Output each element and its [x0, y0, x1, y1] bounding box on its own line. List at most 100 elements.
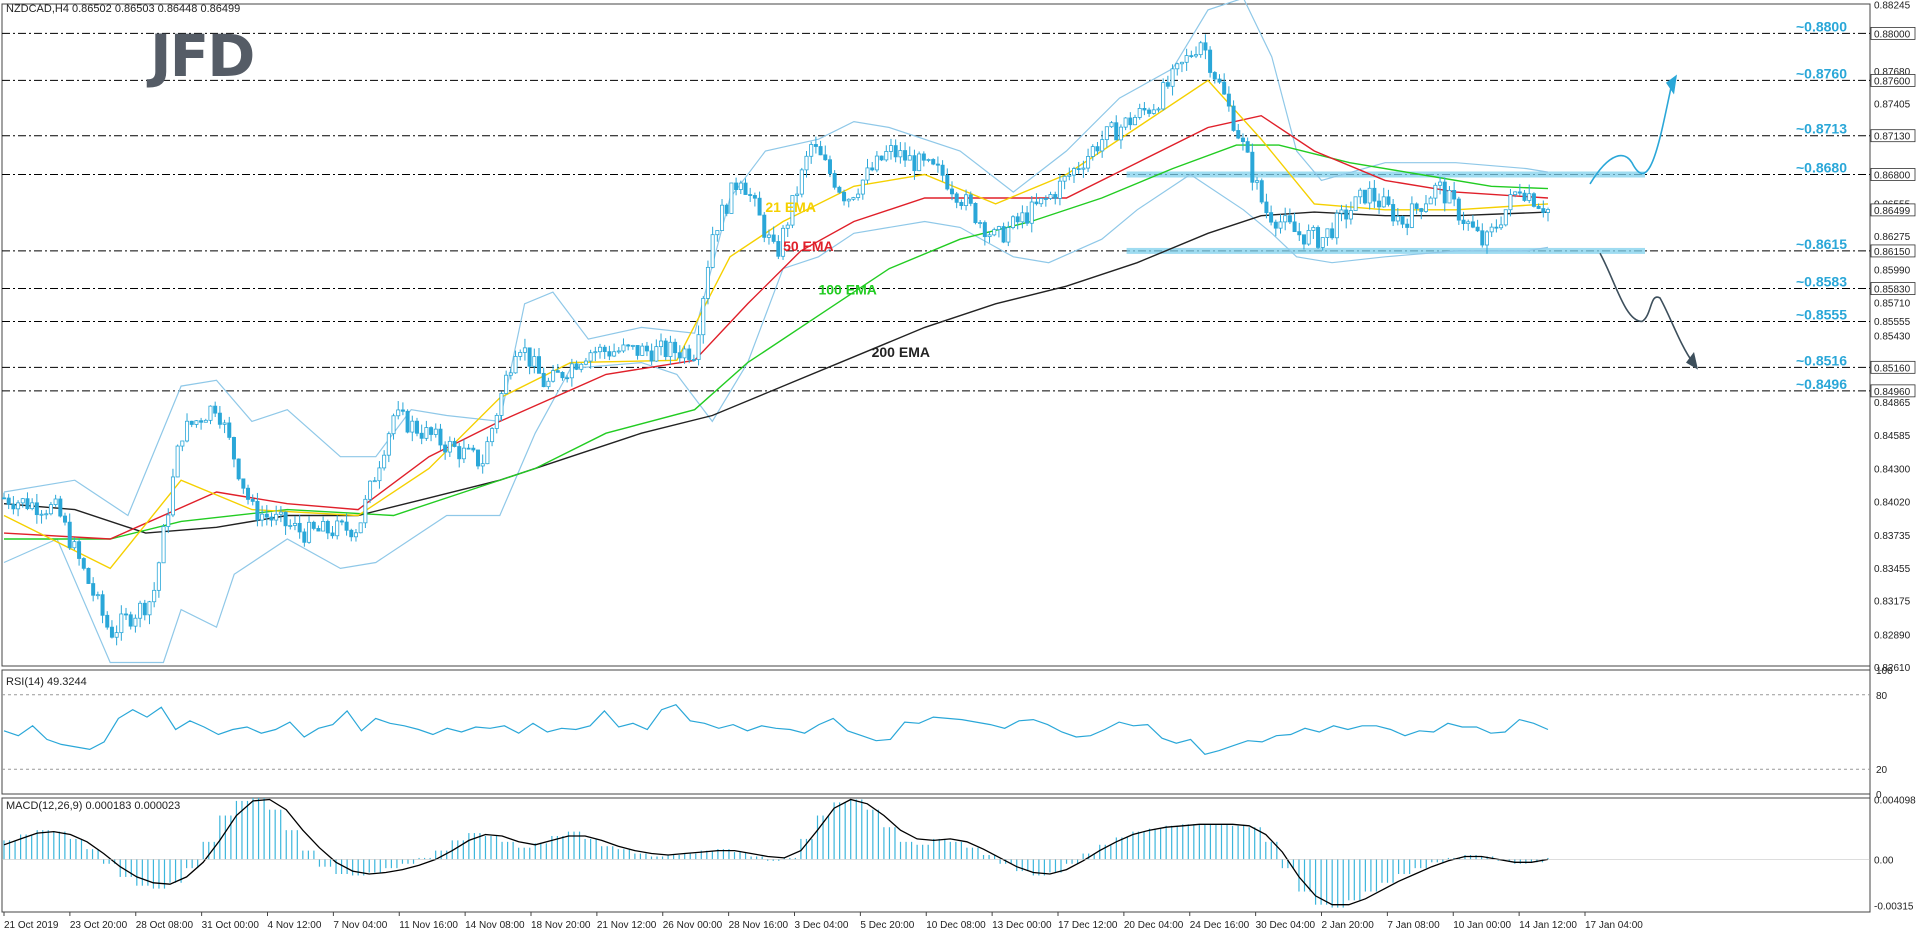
candle-body — [1259, 180, 1264, 203]
candle-body — [1292, 221, 1297, 233]
candle-body — [1015, 216, 1020, 223]
candle-body — [1381, 196, 1386, 208]
candle-body — [1320, 237, 1325, 248]
candle-body — [799, 169, 804, 195]
candle-body — [246, 487, 251, 500]
candle-body — [311, 521, 316, 529]
price-tick-label: 0.85160 — [1874, 363, 1911, 374]
candle-body — [565, 377, 570, 380]
candle-body — [1236, 130, 1241, 139]
price-tick-label: 0.85830 — [1874, 285, 1911, 296]
candle-body — [729, 182, 734, 214]
candle-body — [1109, 122, 1114, 128]
candle-body — [1273, 221, 1278, 229]
candle-body — [1264, 201, 1269, 214]
candle-body — [1006, 227, 1011, 243]
candle-body — [931, 159, 936, 165]
candle-body — [626, 344, 631, 347]
price-tick-label: 0.85710 — [1874, 299, 1911, 310]
candle-body — [1072, 168, 1077, 176]
candle-body — [720, 204, 725, 231]
ema-lines — [3, 79, 1549, 570]
candle-body — [1541, 208, 1546, 213]
price-tick-label: 0.87600 — [1874, 76, 1911, 87]
time-axis: 21 Oct 2019 23 Oct 20:00 28 Oct 08:00 31 Oc… — [3, 912, 1643, 931]
candle-body — [949, 188, 954, 195]
candle-body — [1311, 227, 1316, 231]
candle-body — [776, 241, 781, 257]
candle-body — [499, 393, 504, 416]
candle-body — [710, 234, 715, 268]
price-tick-label: 0.84585 — [1874, 431, 1911, 442]
candle-body — [1377, 200, 1382, 208]
candle-body — [1203, 42, 1208, 51]
candle-body — [1470, 221, 1475, 228]
candle-body — [16, 502, 21, 510]
candle-body — [771, 234, 776, 242]
price-tick-box — [1870, 129, 1916, 143]
candle-body — [1494, 226, 1499, 229]
candle-body — [30, 502, 35, 510]
time-tick-label: 5 Dec 20:00 — [860, 920, 914, 931]
candle-body — [321, 520, 326, 532]
price-tick-label: 0.87405 — [1874, 99, 1911, 110]
candle-body — [475, 449, 480, 467]
price-tick-label: 0.83455 — [1874, 564, 1911, 575]
candle-body — [471, 447, 476, 451]
candle-body — [978, 222, 983, 224]
candle-body — [1325, 228, 1330, 238]
consolidation-range-box — [1126, 171, 1645, 254]
candle-body — [888, 145, 893, 152]
candle-body — [302, 531, 307, 543]
candle-body — [424, 427, 429, 439]
candle-body — [203, 419, 208, 423]
candle-body — [1362, 189, 1367, 204]
candle-body — [1522, 192, 1527, 201]
candle-body — [241, 478, 246, 489]
candle-body — [264, 513, 269, 518]
candle-body — [518, 351, 523, 357]
candle-body — [236, 458, 241, 480]
candle-body — [959, 201, 964, 206]
candle-body — [1456, 198, 1461, 221]
candle-body — [368, 480, 373, 500]
level-label: ~0.8516 — [1796, 352, 1847, 368]
candle-body — [954, 193, 959, 203]
candle-body — [598, 346, 603, 353]
candle-body — [903, 150, 908, 161]
time-tick-label: 28 Oct 08:00 — [136, 920, 194, 931]
candle-body — [438, 428, 443, 446]
candle-body — [546, 380, 551, 388]
candle-body — [649, 350, 654, 362]
candle-body — [1452, 190, 1457, 200]
candle-body — [987, 234, 992, 238]
candle-body — [189, 420, 194, 425]
candle-body — [1348, 210, 1353, 220]
candle-body — [194, 420, 199, 425]
candle-body — [1025, 212, 1030, 224]
candle-body — [644, 345, 649, 352]
ema50-line — [3, 114, 1549, 540]
candle-body — [1367, 187, 1372, 204]
candle-body — [199, 420, 204, 423]
candle-body — [377, 467, 382, 482]
candle-body — [358, 522, 363, 534]
level-labels: ~0.8800 ~0.8760 ~0.8713 ~0.8680 ~0.8615 ~0.85… — [1796, 18, 1847, 391]
price-tick-label: 0.84300 — [1874, 464, 1911, 475]
price-tick-label: 0.83735 — [1874, 531, 1911, 542]
candle-body — [213, 405, 218, 414]
candle-body — [480, 463, 485, 467]
candle-body — [743, 182, 748, 195]
candle-body — [1062, 175, 1067, 182]
candle-body — [1250, 151, 1255, 183]
candle-body — [161, 526, 166, 564]
candle-body — [391, 415, 396, 435]
candle-body — [1438, 181, 1443, 186]
candle-body — [217, 412, 222, 425]
bullish-arrowhead — [1666, 74, 1677, 95]
candle-body — [846, 198, 851, 202]
price-tick-label: 0.85430 — [1874, 332, 1911, 343]
price-tick-box — [1870, 360, 1916, 374]
candle-body — [513, 356, 518, 374]
candle-body — [612, 351, 617, 357]
